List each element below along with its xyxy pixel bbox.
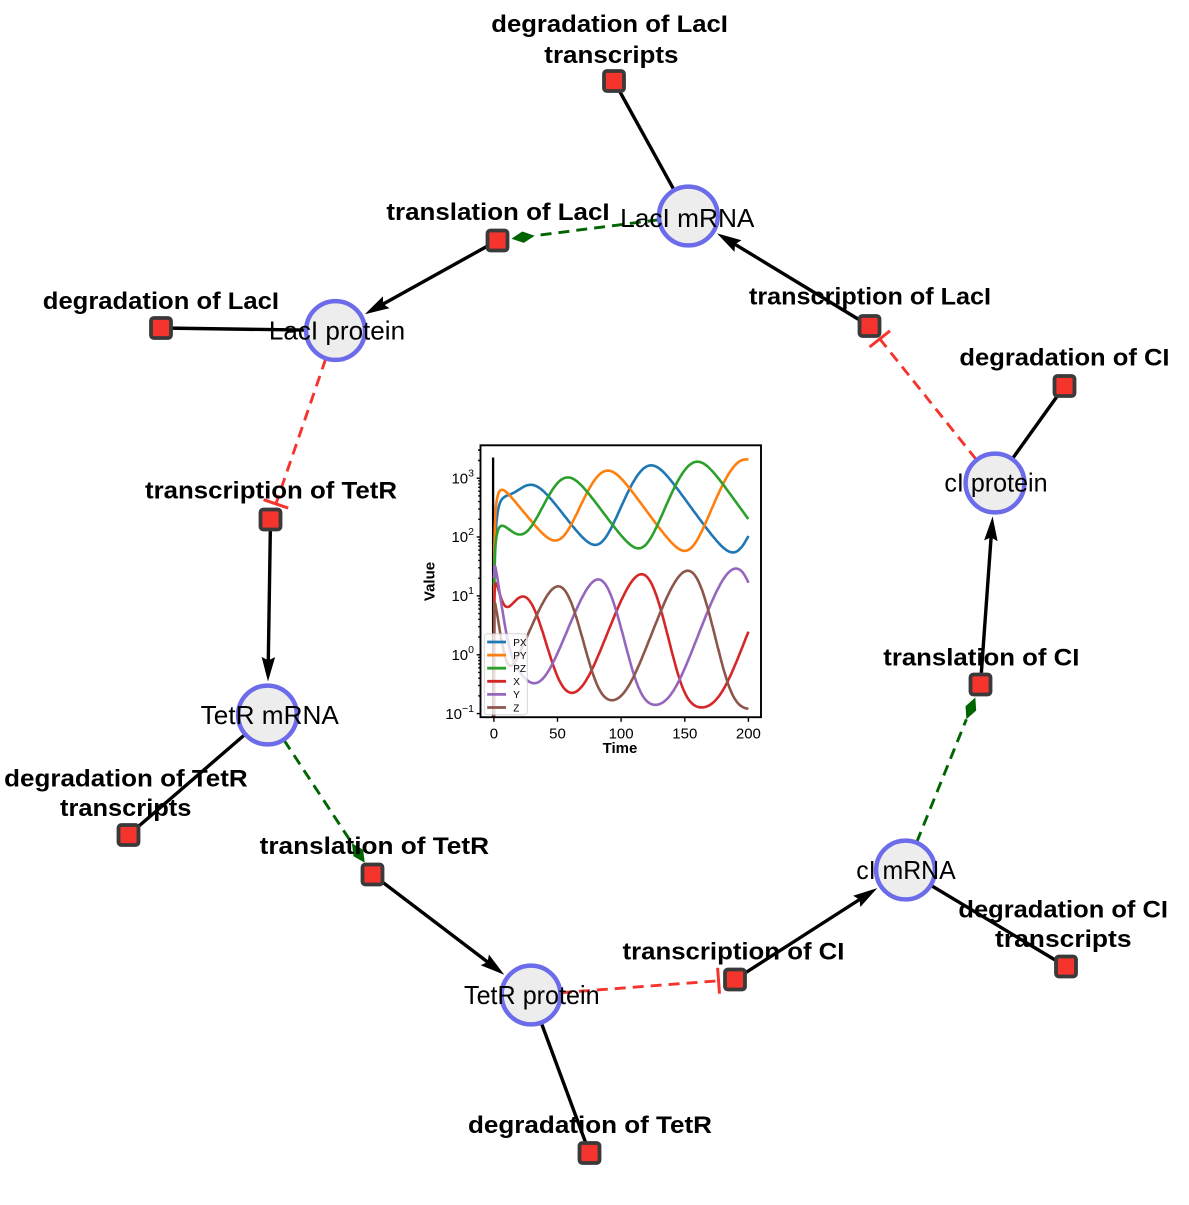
svg-text:translation of CI: translation of CI: [883, 645, 1079, 672]
svg-text:degradation of TetR: degradation of TetR: [4, 766, 248, 793]
svg-text:Value: Value: [422, 562, 439, 601]
svg-text:degradation of LacI: degradation of LacI: [491, 11, 728, 38]
svg-text:LacI mRNA: LacI mRNA: [620, 203, 755, 233]
svg-text:transcripts: transcripts: [60, 795, 191, 822]
svg-text:degradation of LacI: degradation of LacI: [43, 288, 279, 315]
svg-text:PX: PX: [513, 638, 527, 649]
svg-text:200: 200: [736, 726, 761, 743]
svg-text:transcription of TetR: transcription of TetR: [145, 478, 397, 505]
svg-text:150: 150: [672, 726, 697, 743]
svg-text:Z: Z: [513, 703, 519, 714]
svg-text:0: 0: [490, 726, 498, 743]
svg-text:TetR mRNA: TetR mRNA: [201, 700, 340, 730]
svg-text:PY: PY: [513, 651, 527, 662]
svg-text:degradation of TetR: degradation of TetR: [468, 1112, 712, 1139]
svg-text:PZ: PZ: [513, 664, 526, 675]
svg-text:transcripts: transcripts: [544, 42, 678, 69]
svg-text:100: 100: [609, 726, 634, 743]
svg-text:X: X: [513, 677, 520, 688]
svg-text:cI protein: cI protein: [944, 468, 1047, 498]
svg-text:transcripts: transcripts: [995, 926, 1132, 953]
svg-text:transcription of LacI: transcription of LacI: [749, 284, 991, 311]
svg-text:degradation of CI: degradation of CI: [958, 897, 1168, 924]
svg-text:Y: Y: [513, 690, 520, 701]
svg-text:cI mRNA: cI mRNA: [856, 855, 956, 885]
svg-text:translation of LacI: translation of LacI: [386, 199, 609, 226]
svg-text:TetR protein: TetR protein: [464, 980, 600, 1010]
svg-text:degradation of CI: degradation of CI: [959, 345, 1169, 372]
svg-text:transcription of CI: transcription of CI: [623, 939, 845, 966]
svg-text:LacI protein: LacI protein: [269, 316, 405, 346]
svg-text:translation of TetR: translation of TetR: [260, 833, 489, 860]
svg-text:Time: Time: [603, 740, 638, 757]
svg-text:50: 50: [549, 726, 566, 743]
